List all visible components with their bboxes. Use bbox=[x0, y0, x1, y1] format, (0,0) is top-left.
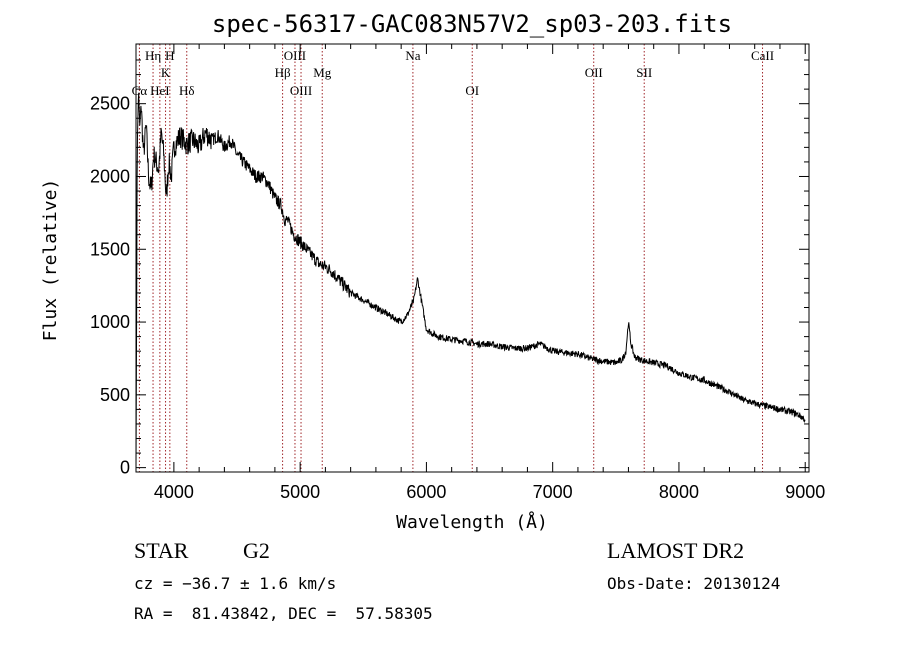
x-tick-label-2: 6000 bbox=[406, 482, 446, 502]
observation-date: Obs-Date: 20130124 bbox=[607, 574, 781, 593]
line-label-0: Cα bbox=[132, 83, 148, 98]
plot-frame bbox=[135, 43, 810, 473]
line-label-13: SII bbox=[636, 65, 652, 80]
line-label-3: K bbox=[161, 65, 171, 80]
x-tick-label-0: 4000 bbox=[154, 482, 194, 502]
spectrum-line bbox=[135, 92, 806, 468]
line-label-7: OIII bbox=[284, 48, 306, 63]
line-label-8: OIII bbox=[290, 83, 312, 98]
y-axis-label: Flux (relative) bbox=[40, 179, 61, 342]
x-tick-label-3: 7000 bbox=[533, 482, 573, 502]
y-tick-label-3: 1500 bbox=[90, 239, 130, 259]
spectral-subclass: G2 bbox=[243, 538, 270, 563]
y-axis: 0 500 1000 1500 2000 2500 bbox=[90, 59, 809, 478]
line-label-12: OII bbox=[585, 65, 603, 80]
line-label-14: CaII bbox=[751, 48, 774, 63]
line-label-10: Na bbox=[405, 48, 420, 63]
line-label-9: Mg bbox=[313, 65, 332, 80]
y-tick-label-4: 2000 bbox=[90, 166, 130, 186]
line-label-1: Hη bbox=[145, 48, 161, 63]
x-axis-label: Wavelength (Å) bbox=[396, 511, 548, 533]
survey-name: LAMOST DR2 bbox=[607, 538, 745, 563]
y-tick-label-5: 2500 bbox=[90, 94, 130, 114]
y-tick-label-2: 1000 bbox=[90, 312, 130, 332]
line-label-5: Hδ bbox=[179, 83, 195, 98]
line-label-4: H bbox=[165, 48, 174, 63]
line-label-6: Hβ bbox=[275, 65, 291, 80]
object-type: STAR bbox=[134, 538, 189, 563]
x-axis: 4000 5000 6000 7000 8000 9000 bbox=[154, 44, 825, 502]
x-tick-label-4: 8000 bbox=[659, 482, 699, 502]
chart-title: spec-56317-GAC083N57V2_sp03-203.fits bbox=[212, 10, 732, 38]
redshift-cz: cz = −36.7 ± 1.6 km/s bbox=[134, 574, 337, 593]
spectral-line-markers bbox=[138, 44, 764, 472]
line-label-2: HeI bbox=[150, 83, 170, 98]
x-tick-label-5: 9000 bbox=[785, 482, 825, 502]
x-tick-label-1: 5000 bbox=[280, 482, 320, 502]
line-label-11: OI bbox=[465, 83, 479, 98]
y-tick-label-0: 0 bbox=[120, 458, 130, 478]
sky-coordinates: RA = 81.43842, DEC = 57.58305 bbox=[134, 604, 433, 623]
y-tick-label-1: 500 bbox=[100, 385, 130, 405]
